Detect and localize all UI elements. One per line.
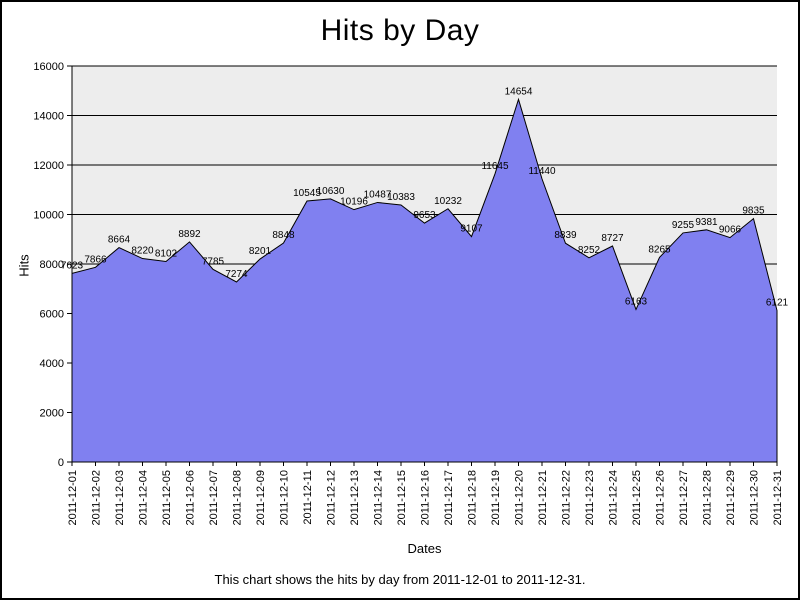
value-label: 9255 xyxy=(672,220,695,231)
value-label: 9381 xyxy=(695,217,718,228)
value-label: 9835 xyxy=(742,206,765,217)
y-tick-label: 0 xyxy=(58,457,64,469)
x-tick-label: 2011-12-08 xyxy=(232,470,244,525)
value-label: 10487 xyxy=(364,189,392,200)
x-tick-label: 2011-12-18 xyxy=(467,470,479,525)
value-label: 8252 xyxy=(578,245,601,256)
x-tick-label: 2011-12-26 xyxy=(655,470,667,525)
chart-title: Hits by Day xyxy=(320,14,480,47)
x-tick-label: 2011-12-28 xyxy=(702,470,714,525)
y-tick-label: 12000 xyxy=(33,160,64,172)
value-label: 8102 xyxy=(155,248,178,259)
value-label: 8727 xyxy=(601,233,624,244)
x-tick-label: 2011-12-07 xyxy=(208,470,220,525)
x-tick-label: 2011-12-23 xyxy=(584,470,596,525)
value-label: 8265 xyxy=(648,244,671,255)
x-tick-label: 2011-12-17 xyxy=(443,470,455,525)
x-tick-label: 2011-12-02 xyxy=(91,470,103,525)
value-label: 6163 xyxy=(625,296,648,307)
chart-caption: This chart shows the hits by day from 20… xyxy=(214,572,586,587)
x-tick-label: 2011-12-21 xyxy=(537,470,549,525)
area-series xyxy=(71,97,778,463)
x-tick-label: 2011-12-19 xyxy=(490,470,502,525)
value-label: 6121 xyxy=(766,298,789,309)
value-label: 7623 xyxy=(61,260,84,271)
x-tick-label: 2011-12-05 xyxy=(161,470,173,525)
value-label: 7866 xyxy=(84,254,107,265)
x-tick-label: 2011-12-27 xyxy=(678,470,690,525)
x-tick-label: 2011-12-04 xyxy=(138,470,150,525)
value-label: 10630 xyxy=(317,186,345,197)
value-label: 8664 xyxy=(108,235,131,246)
x-tick-label: 2011-12-25 xyxy=(631,470,643,525)
value-label: 8892 xyxy=(178,229,201,240)
value-label: 8201 xyxy=(249,246,272,257)
x-tick-label: 2011-12-01 xyxy=(67,470,79,525)
value-label: 7274 xyxy=(225,269,248,280)
y-tick-label: 6000 xyxy=(40,309,64,321)
x-tick-label: 2011-12-14 xyxy=(373,470,385,525)
value-label: 7785 xyxy=(202,256,225,267)
x-tick-label: 2011-12-11 xyxy=(302,470,314,525)
value-label: 10545 xyxy=(293,188,321,199)
value-label: 9107 xyxy=(460,224,483,235)
value-label: 11645 xyxy=(481,161,509,172)
y-tick-label: 14000 xyxy=(33,111,64,123)
x-tick-label: 2011-12-16 xyxy=(420,470,432,525)
x-tick-label: 2011-12-30 xyxy=(749,470,761,525)
x-tick-label: 2011-12-13 xyxy=(349,470,361,525)
y-tick-label: 16000 xyxy=(33,61,64,73)
x-tick-label: 2011-12-15 xyxy=(396,470,408,525)
value-label: 14654 xyxy=(505,86,533,97)
x-tick-label: 2011-12-06 xyxy=(185,470,197,525)
y-axis-title: Hits xyxy=(16,254,32,277)
x-tick-label: 2011-12-12 xyxy=(326,470,338,525)
x-tick-label: 2011-12-24 xyxy=(608,470,620,525)
y-tick-label: 4000 xyxy=(40,358,64,370)
value-label: 10196 xyxy=(340,197,368,208)
x-tick-label: 2011-12-03 xyxy=(114,470,126,525)
x-tick-label: 2011-12-22 xyxy=(561,470,573,525)
value-label: 11440 xyxy=(528,166,556,177)
x-tick-label: 2011-12-10 xyxy=(279,470,291,525)
value-label: 9653 xyxy=(413,210,436,221)
value-label: 10383 xyxy=(387,192,415,203)
value-label: 8848 xyxy=(272,230,295,241)
value-label: 10232 xyxy=(434,196,462,207)
x-tick-label: 2011-12-31 xyxy=(772,470,784,525)
value-label: 8839 xyxy=(554,230,577,241)
x-tick-label: 2011-12-20 xyxy=(514,470,526,525)
y-tick-label: 8000 xyxy=(40,259,64,271)
y-tick-label: 10000 xyxy=(33,210,64,222)
x-axis-title: Dates xyxy=(407,541,442,556)
y-tick-label: 2000 xyxy=(40,408,64,420)
x-tick-label: 2011-12-09 xyxy=(255,470,267,525)
value-label: 8220 xyxy=(131,246,154,257)
x-tick-label: 2011-12-29 xyxy=(725,470,737,525)
value-label: 9066 xyxy=(719,225,742,236)
